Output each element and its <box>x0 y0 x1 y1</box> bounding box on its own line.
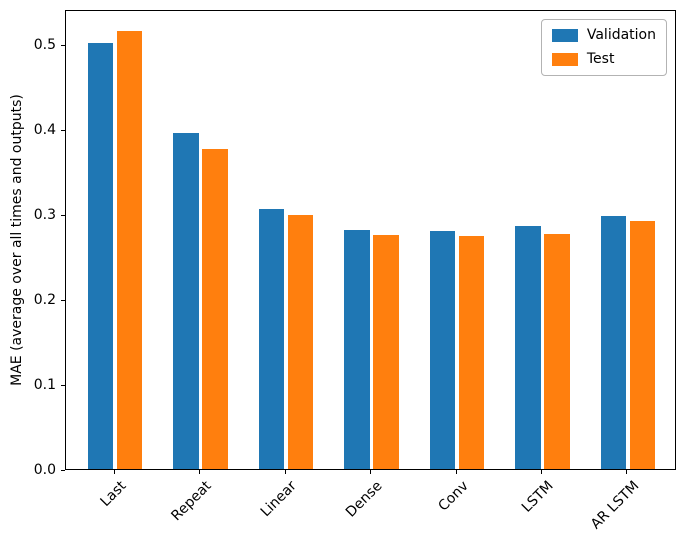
legend-entry-test: Test <box>551 51 656 67</box>
plot-area: Validation Test <box>65 10 676 470</box>
legend-swatch-test <box>551 53 578 66</box>
bar-test-repeat <box>202 148 228 469</box>
x-tick-mark <box>113 470 115 474</box>
bar-validation-dense <box>344 230 370 469</box>
legend-entry-validation: Validation <box>551 27 656 43</box>
y-tick-mark <box>61 129 65 131</box>
y-tick-label: 0.4 <box>33 122 56 139</box>
x-tick-mark <box>370 470 371 474</box>
y-tick-label: 0.1 <box>33 377 56 394</box>
x-tick-label-conv: Conv <box>434 478 472 515</box>
y-tick-mark <box>61 384 65 386</box>
y-tick-label: 0.5 <box>33 37 56 54</box>
y-tick-mark <box>61 299 65 301</box>
x-tick-label-linear: Linear <box>258 478 301 521</box>
x-tick-mark <box>284 470 286 474</box>
legend-label-validation: Validation <box>586 27 656 43</box>
bar-test-last <box>116 30 143 469</box>
legend: Validation Test <box>540 19 667 76</box>
x-tick-mark <box>455 470 457 474</box>
y-tick-label: 0.0 <box>33 462 56 478</box>
bar-test-dense <box>373 234 399 469</box>
x-tick-mark <box>199 470 201 474</box>
bar-test-conv <box>458 236 485 469</box>
x-tick-mark <box>540 470 542 474</box>
y-tick-mark <box>61 469 65 471</box>
bar-test-linear <box>287 215 314 469</box>
bar-validation-conv <box>429 231 456 469</box>
y-tick-label: 0.3 <box>33 207 56 224</box>
bar-validation-last <box>87 43 114 469</box>
x-tick-label-lstm: LSTM <box>518 478 557 516</box>
bar-validation-lstm <box>515 226 541 469</box>
x-tick-label-repeat: Repeat <box>168 478 215 525</box>
bar-test-lstm <box>544 233 570 469</box>
bar-validation-linear <box>258 209 285 469</box>
legend-label-test: Test <box>586 51 615 67</box>
x-tick-label-dense: Dense <box>343 478 386 521</box>
y-tick-label: 0.2 <box>33 292 56 309</box>
bar-validation-ar-lstm <box>600 215 627 469</box>
x-tick-label-ar-lstm: AR LSTM <box>587 478 643 533</box>
bar-validation-repeat <box>173 132 199 469</box>
x-tick-label-last: Last <box>97 478 130 510</box>
x-tick-mark <box>626 470 628 474</box>
legend-swatch-validation <box>551 29 578 42</box>
y-tick-mark <box>61 214 65 216</box>
bar-test-ar-lstm <box>629 220 656 469</box>
y-tick-mark <box>61 44 65 46</box>
